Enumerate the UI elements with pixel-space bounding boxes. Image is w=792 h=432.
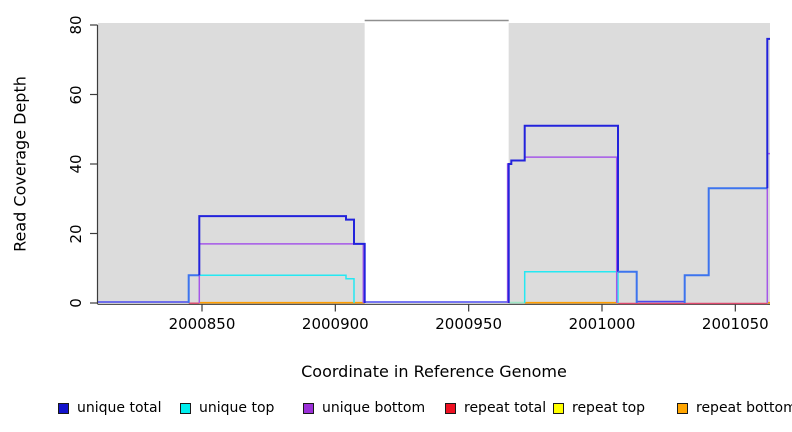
x-tick-label: 2000850 — [168, 315, 236, 333]
y-tick-label: 80 — [67, 15, 85, 35]
legend-label: unique total — [77, 400, 162, 416]
line-unique-total-shelf9 — [618, 270, 638, 303]
y-tick-label: 40 — [67, 154, 85, 174]
legend-swatch-icon — [677, 403, 688, 414]
line-unique-total-edge — [766, 37, 770, 189]
x-tick-label: 2001000 — [568, 315, 636, 333]
legend-label: repeat total — [464, 400, 547, 416]
legend-swatch-icon — [58, 403, 69, 414]
legend: unique total unique top unique bottom repea… — [0, 398, 792, 422]
shaded-read-region — [98, 23, 365, 303]
legend-label: repeat top — [572, 400, 646, 416]
legend-swatch-icon — [445, 403, 456, 414]
legend-label: unique bottom — [322, 400, 426, 416]
line-unique-top-hump2 — [523, 270, 619, 303]
legend-swatch-icon — [303, 403, 314, 414]
y-tick-label: 0 — [67, 298, 85, 308]
y-axis-title: Read Coverage Depth — [10, 76, 30, 252]
x-tick-label: 2000900 — [301, 315, 369, 333]
legend-label: repeat bottom — [696, 400, 792, 416]
line-unique-total-rise1 — [187, 274, 200, 303]
line-unique-total-hump2 — [507, 124, 619, 303]
x-axis-title: Coordinate in Reference Genome — [301, 362, 567, 381]
y-tick-label: 20 — [67, 223, 85, 244]
shaded-read-region — [508, 23, 770, 303]
x-tick-label: 2000950 — [435, 315, 503, 333]
line-unique-total-hump3 — [683, 187, 768, 303]
line-unique-total-hump1 — [198, 215, 366, 303]
x-tick-label: 2001050 — [701, 315, 769, 333]
legend-label: unique top — [199, 400, 275, 416]
legend-swatch-icon — [180, 403, 191, 414]
legend-swatch-icon — [553, 403, 564, 414]
y-tick-label: 60 — [67, 84, 85, 105]
